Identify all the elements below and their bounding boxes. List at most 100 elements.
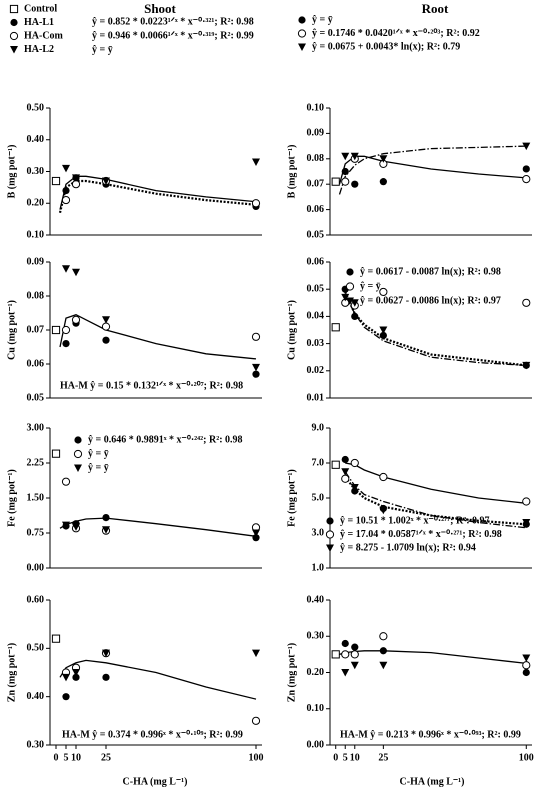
marker xyxy=(522,165,530,173)
y-tick-label: 0.09 xyxy=(307,128,325,139)
marker xyxy=(73,449,83,459)
y-tick-label: 3.00 xyxy=(27,422,45,433)
marker xyxy=(252,649,260,658)
equation: ŷ = 0.852 * 0.0223¹ᐟˣ * x⁻⁰·³²¹; R²: 0.9… xyxy=(92,16,254,27)
fit-curve xyxy=(344,294,527,367)
y-tick-label: 0.40 xyxy=(27,691,45,702)
marker xyxy=(72,174,80,182)
marker xyxy=(379,155,388,163)
y-tick-label: 0.01 xyxy=(307,392,325,403)
x-axis-label: C-HA (mg L⁻¹) xyxy=(123,776,188,787)
x-tick-label: 5 xyxy=(343,752,348,763)
equation: HA-M ŷ = 0.374 * 0.996ˣ * x⁻⁰·¹⁰⁹; R²: 0… xyxy=(62,729,243,740)
marker xyxy=(331,460,340,469)
x-tick-label: 10 xyxy=(350,752,360,763)
legend-label: HA-Com xyxy=(24,30,64,41)
equation: ŷ = 0.0617 - 0.0087 ln(x); R²: 0.98 xyxy=(360,266,501,277)
y-tick-label: 0.10 xyxy=(307,703,325,714)
marker xyxy=(379,472,388,482)
marker xyxy=(341,152,350,161)
marker xyxy=(51,176,61,186)
marker xyxy=(61,195,71,205)
equation: HA-M ŷ = 0.15 * 0.132¹ᐟˣ * x⁻⁰·²⁰⁷; R²: … xyxy=(60,380,243,391)
marker xyxy=(9,4,19,14)
equation: ŷ = ȳ xyxy=(312,14,333,25)
marker xyxy=(346,268,354,276)
y-tick-label: 0.40 xyxy=(307,594,325,605)
y-tick-label: 0.20 xyxy=(307,667,325,678)
marker xyxy=(61,325,71,335)
marker xyxy=(350,152,359,161)
marker xyxy=(51,325,61,335)
y-tick-label: 0.06 xyxy=(307,204,325,215)
marker xyxy=(252,158,260,166)
equation: ŷ = 0.646 * 0.9891ˣ * x⁻⁰·²⁴²; R²: 0.98 xyxy=(88,434,243,445)
marker xyxy=(345,282,355,291)
marker xyxy=(379,178,387,186)
y-tick-label: 0.05 xyxy=(307,283,325,294)
y-tick-label: 0.08 xyxy=(27,290,45,301)
marker xyxy=(251,716,261,725)
marker xyxy=(252,363,260,372)
marker xyxy=(251,332,261,341)
fit-curve xyxy=(338,145,527,195)
marker xyxy=(252,529,260,537)
y-tick-label: 0.00 xyxy=(27,562,45,573)
marker xyxy=(341,669,350,677)
equation: ŷ = 0.0627 - 0.0086 ln(x); R²: 0.97 xyxy=(360,295,501,306)
marker xyxy=(350,650,359,659)
x-axis-label: C-HA (mg L⁻¹) xyxy=(400,776,465,787)
marker xyxy=(351,180,359,188)
y-tick-label: 0.50 xyxy=(27,102,45,113)
fit-curve xyxy=(338,155,527,185)
marker xyxy=(522,361,531,370)
y-tick-label: 0.09 xyxy=(27,256,45,267)
fit-curve xyxy=(59,175,257,210)
y-tick-label: 0.30 xyxy=(307,631,325,642)
y-tick-label: 0.10 xyxy=(27,229,45,240)
marker xyxy=(341,455,349,464)
marker xyxy=(102,316,110,324)
marker xyxy=(522,661,531,670)
equation: HA-M ŷ = 0.213 * 0.996ˣ * x⁻⁰·⁰⁹³; R²: 0… xyxy=(340,729,521,740)
marker xyxy=(51,449,61,458)
marker xyxy=(522,654,531,662)
y-axis-label: Zn (mg pot⁻¹) xyxy=(6,643,17,702)
y-tick-label: 0.06 xyxy=(27,358,45,369)
marker xyxy=(74,436,82,444)
marker xyxy=(341,167,349,176)
y-tick-label: 9.0 xyxy=(312,422,325,433)
equation: ŷ = 0.946 * 0.0066¹ᐟˣ * x⁻⁰·³¹⁹; R²: 0.9… xyxy=(92,30,254,41)
equation: ŷ = 17.04 * 0.0587¹ᐟˣ * x⁻⁰·²⁷¹; R²: 0.9… xyxy=(340,529,502,540)
y-axis-label: Cu (mg pot⁻¹) xyxy=(286,300,297,360)
legend-label: Control xyxy=(24,3,57,14)
marker xyxy=(350,458,359,468)
equation: ŷ = 0.0675 + 0.0043* ln(x); R²: 0.79 xyxy=(312,41,460,52)
y-tick-label: 0.05 xyxy=(307,229,325,240)
y-tick-label: 1.0 xyxy=(312,562,325,573)
marker xyxy=(341,177,350,186)
x-tick-label: 0 xyxy=(54,752,59,763)
y-tick-label: 0.75 xyxy=(27,527,45,538)
y-axis-label: Fe (mg pot⁻¹) xyxy=(286,469,297,527)
marker xyxy=(102,514,110,522)
y-tick-label: 0.10 xyxy=(307,102,325,113)
marker xyxy=(298,16,306,24)
column-title: Shoot xyxy=(144,1,176,16)
marker xyxy=(346,297,354,305)
equation: ŷ = 0.1746 * 0.0420¹ᐟˣ * x⁻⁰·²⁰³; R²: 0.… xyxy=(312,28,480,39)
y-tick-label: 0.03 xyxy=(307,338,325,349)
y-tick-label: 0.05 xyxy=(27,392,45,403)
marker xyxy=(62,521,70,530)
marker xyxy=(298,43,306,51)
marker xyxy=(252,534,260,542)
fit-curve xyxy=(339,650,527,665)
marker xyxy=(379,506,388,515)
y-axis-label: Fe (mg pot⁻¹) xyxy=(6,469,17,527)
marker xyxy=(379,661,388,670)
marker xyxy=(341,468,350,476)
marker xyxy=(61,477,71,486)
marker xyxy=(351,312,359,320)
marker xyxy=(51,634,61,643)
marker xyxy=(297,29,307,38)
